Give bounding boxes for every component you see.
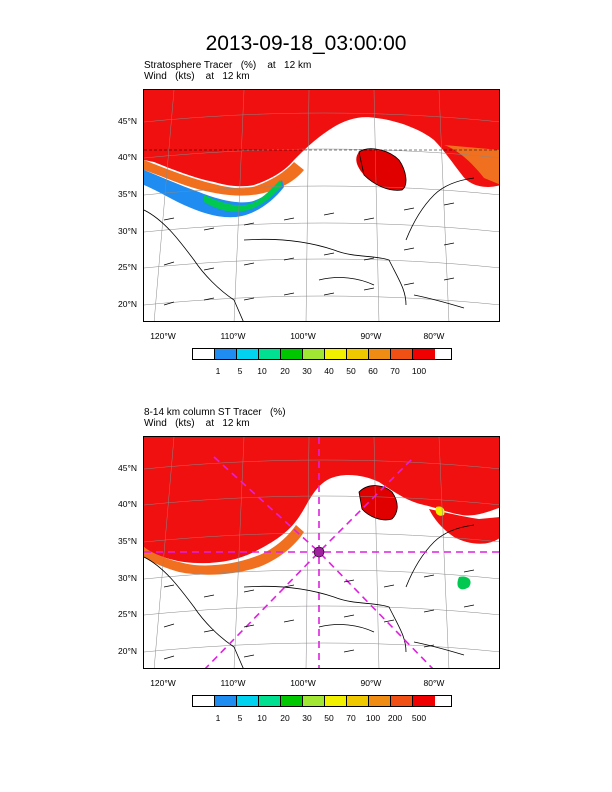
graticule xyxy=(144,437,499,668)
bottom-colorbar-label: 30 xyxy=(302,713,312,723)
tracer-fill-lakes xyxy=(359,485,398,520)
top-colorbar-label: 20 xyxy=(280,366,290,376)
bottom-colorbar-label: 5 xyxy=(237,713,243,723)
top-lat-tick: 40°N xyxy=(118,152,137,162)
tracer-fill-orange xyxy=(144,160,304,196)
colorbar-segment xyxy=(281,696,303,706)
colorbar-segment xyxy=(347,696,369,706)
tracer-fill-lakes-red xyxy=(356,148,406,191)
top-colorbar-label: 60 xyxy=(368,366,378,376)
colorbar-segment xyxy=(237,349,259,359)
colorbar-segment xyxy=(259,696,281,706)
colorbar-segment xyxy=(391,696,413,706)
top-lon-tick: 100°W xyxy=(290,331,316,341)
colorbar-segment xyxy=(193,349,215,359)
bottom-colorbar-label: 50 xyxy=(324,713,334,723)
top-colorbar-label: 1 xyxy=(215,366,221,376)
bottom-lat-tick: 20°N xyxy=(118,646,137,656)
coastline xyxy=(144,148,499,321)
top-map xyxy=(143,89,500,322)
colorbar-segment xyxy=(237,696,259,706)
bottom-colorbar-label: 500 xyxy=(411,713,427,723)
bottom-lat-tick: 45°N xyxy=(118,463,137,473)
colorbar-segment xyxy=(369,696,391,706)
colorbar-segment xyxy=(281,349,303,359)
bottom-colorbar-label: 1 xyxy=(215,713,221,723)
colorbar-segment xyxy=(413,349,435,359)
bottom-lon-tick: 120°W xyxy=(150,678,176,688)
colorbar-segment xyxy=(303,696,325,706)
top-colorbar-label: 50 xyxy=(346,366,356,376)
page-title: 2013-09-18_03:00:00 xyxy=(205,32,407,55)
top-colorbar-label: 10 xyxy=(257,366,267,376)
colorbar-segment xyxy=(193,696,215,706)
top-colorbar xyxy=(192,348,452,360)
bottom-lat-tick: 40°N xyxy=(118,499,137,509)
bottom-lat-tick: 25°N xyxy=(118,609,137,619)
top-lat-tick: 35°N xyxy=(118,189,137,199)
top-lat-tick: 30°N xyxy=(118,226,137,236)
top-map-canvas xyxy=(144,90,499,321)
wind-barbs xyxy=(163,569,475,660)
top-lat-tick: 25°N xyxy=(118,262,137,272)
colorbar-segment xyxy=(259,349,281,359)
bottom-panel-label-line1: 8-14 km column ST Tracer (%) xyxy=(144,407,286,418)
tracer-fill-green xyxy=(204,180,282,212)
tracer-fill-green-patch xyxy=(457,576,471,590)
top-colorbar-label: 30 xyxy=(302,366,312,376)
tracer-fill-ne-orange xyxy=(444,145,499,185)
top-panel-label-line2: Wind (kts) at 12 km xyxy=(144,71,250,82)
colorbar-segment xyxy=(391,349,413,359)
top-lon-tick: 110°W xyxy=(220,331,246,341)
colorbar-segment xyxy=(325,349,347,359)
top-colorbar-label: 40 xyxy=(324,366,334,376)
bottom-lat-tick: 30°N xyxy=(118,573,137,583)
bottom-lon-tick: 110°W xyxy=(220,678,246,688)
top-colorbar-label: 70 xyxy=(390,366,400,376)
colorbar-segment xyxy=(347,349,369,359)
top-colorbar-label: 5 xyxy=(237,366,243,376)
tracer-fill-red xyxy=(144,437,499,564)
colorbar-segment xyxy=(413,696,435,706)
colorbar-segment xyxy=(215,349,237,359)
wind-barbs xyxy=(163,202,455,306)
top-panel-label-line1: Stratosphere Tracer (%) at 12 km xyxy=(144,60,312,71)
bottom-colorbar-label: 70 xyxy=(346,713,356,723)
top-lon-tick: 80°W xyxy=(423,331,445,341)
top-lat-tick: 20°N xyxy=(118,299,137,309)
bottom-lon-tick: 100°W xyxy=(290,678,316,688)
bottom-map xyxy=(143,436,500,669)
colorbar-segment xyxy=(325,696,347,706)
top-lon-tick: 90°W xyxy=(360,331,382,341)
colorbar-segment xyxy=(369,349,391,359)
top-lat-tick: 45°N xyxy=(118,116,137,126)
bottom-colorbar xyxy=(192,695,452,707)
bottom-colorbar-label: 100 xyxy=(365,713,381,723)
trajectory-origin xyxy=(313,546,325,558)
graticule xyxy=(144,90,499,321)
trajectory-lines xyxy=(144,437,499,668)
tracer-fill-red xyxy=(144,90,499,187)
bottom-map-canvas xyxy=(144,437,499,668)
coastline xyxy=(144,485,475,668)
top-lon-tick: 120°W xyxy=(150,331,176,341)
top-colorbar-label: 100 xyxy=(411,366,427,376)
bottom-lon-tick: 80°W xyxy=(423,678,445,688)
bottom-colorbar-label: 20 xyxy=(280,713,290,723)
bottom-colorbar-label: 200 xyxy=(387,713,403,723)
colorbar-segment xyxy=(215,696,237,706)
tracer-fill-orange xyxy=(144,525,304,575)
bottom-panel-label-line2: Wind (kts) at 12 km xyxy=(144,418,250,429)
bottom-lat-tick: 35°N xyxy=(118,536,137,546)
bottom-colorbar-label: 10 xyxy=(257,713,267,723)
tracer-fill-ne-red xyxy=(429,509,499,544)
bottom-lon-tick: 90°W xyxy=(360,678,382,688)
colorbar-segment xyxy=(303,349,325,359)
